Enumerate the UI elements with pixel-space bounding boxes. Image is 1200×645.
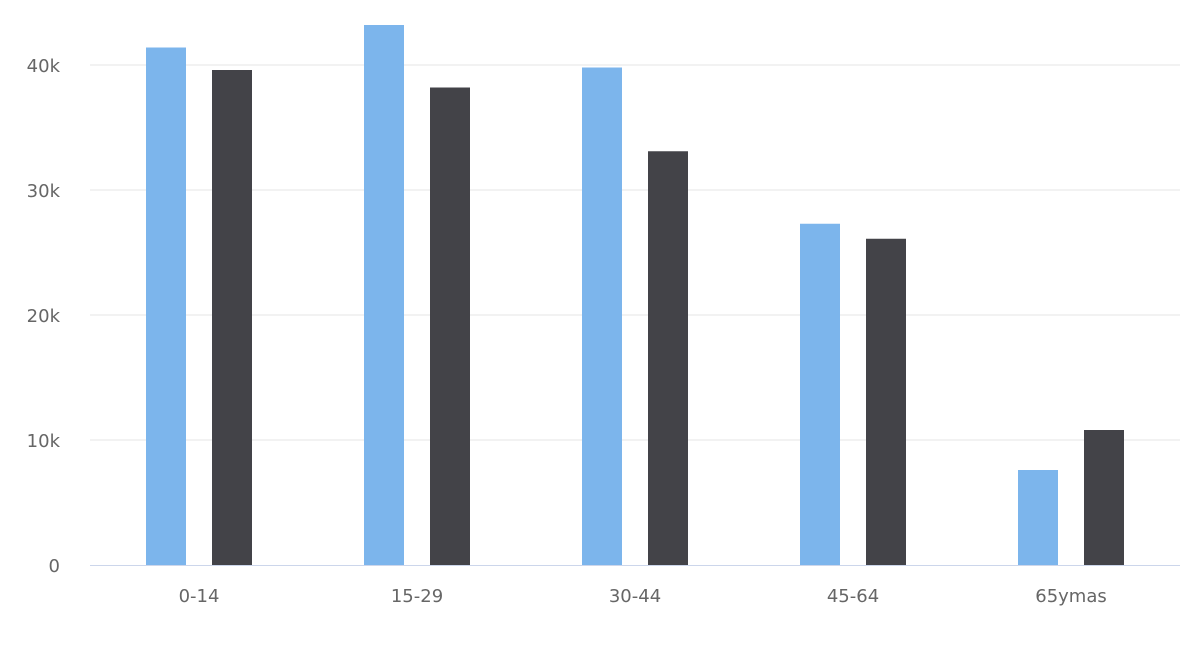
bar-series-1-15-29[interactable] bbox=[364, 25, 404, 565]
y-tick-label: 0 bbox=[49, 556, 60, 577]
x-tick-label: 0-14 bbox=[179, 586, 220, 607]
bar-series-1-0-14[interactable] bbox=[146, 47, 186, 566]
bar-series-2-15-29[interactable] bbox=[430, 87, 470, 566]
bars bbox=[146, 25, 1124, 565]
bar-series-2-45-64[interactable] bbox=[866, 238, 906, 565]
bar-series-1-65ymas[interactable] bbox=[1018, 470, 1058, 565]
y-tick-label: 40k bbox=[27, 56, 61, 77]
gridlines bbox=[90, 64, 1180, 441]
bar-series-1-30-44[interactable] bbox=[582, 67, 622, 566]
bar-series-2-0-14[interactable] bbox=[212, 70, 252, 565]
bar-series-2-30-44[interactable] bbox=[648, 151, 688, 565]
x-tick-label: 30-44 bbox=[609, 586, 661, 607]
y-tick-label: 30k bbox=[27, 181, 61, 202]
bar-series-2-65ymas[interactable] bbox=[1084, 430, 1124, 565]
x-tick-label: 65ymas bbox=[1035, 586, 1107, 607]
axes: 0 10k 20k 30k 40k 0-14 15-29 30-44 45-64 65ymas bbox=[27, 56, 1180, 607]
bar-series-1-45-64[interactable] bbox=[800, 223, 840, 565]
x-tick-label: 45-64 bbox=[827, 586, 879, 607]
y-tick-label: 10k bbox=[27, 431, 61, 452]
x-tick-label: 15-29 bbox=[391, 586, 443, 607]
y-tick-label: 20k bbox=[27, 306, 61, 327]
